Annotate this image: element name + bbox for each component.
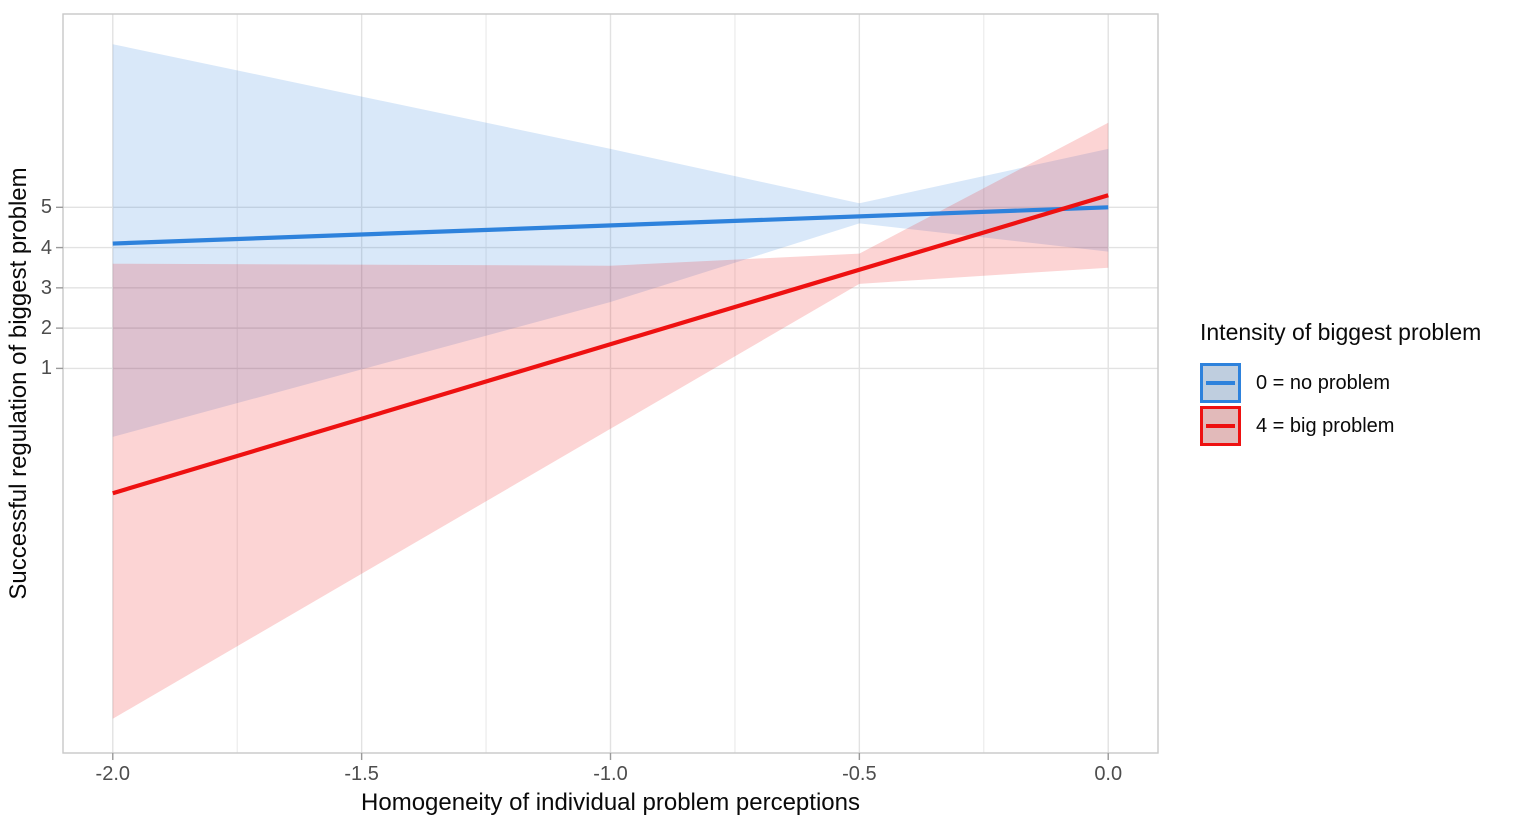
- legend-key-swatch: [1200, 406, 1241, 446]
- x-tick-label: -2.0: [95, 763, 130, 785]
- legend-item: 0 = no problem: [1200, 363, 1481, 403]
- y-tick-label: 4: [40, 236, 52, 259]
- legend-item-label: 0 = no problem: [1256, 371, 1390, 394]
- legend-items: 0 = no problem 4 = big problem: [1200, 363, 1481, 446]
- y-tick-label: 5: [40, 196, 52, 219]
- legend-item-label: 4 = big problem: [1256, 414, 1395, 437]
- x-tick-label: -0.5: [842, 763, 877, 785]
- legend-key-line: [1206, 381, 1235, 385]
- regression-line: [112, 193, 1109, 496]
- y-tick-label: 2: [40, 317, 52, 340]
- legend-key-line: [1206, 424, 1235, 428]
- confidence-ribbon: [112, 44, 1109, 437]
- x-tick-label: -1.5: [344, 763, 379, 785]
- y-tick-label: 3: [40, 276, 52, 299]
- regression-line: [112, 205, 1109, 246]
- x-tick-label: -1.0: [593, 763, 628, 785]
- legend-title: Intensity of biggest problem: [1200, 319, 1482, 345]
- x-axis-title: Homogeneity of individual problem percep…: [361, 789, 860, 816]
- legend-key-swatch: [1200, 363, 1241, 403]
- y-tick-label: 1: [40, 357, 52, 380]
- legend-item: 4 = big problem: [1200, 406, 1481, 446]
- y-axis-title: Successful regulation of biggest problem: [5, 167, 32, 600]
- x-tick-label: 0.0: [1094, 763, 1123, 785]
- legend: Intensity of biggest problem 0 = no prob…: [1200, 319, 1481, 449]
